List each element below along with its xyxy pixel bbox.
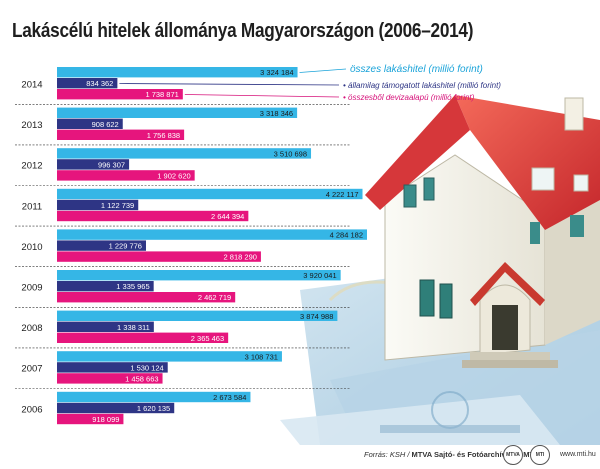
bar-state-2014 — [57, 78, 118, 89]
year-label: 2006 — [21, 404, 42, 415]
year-label: 2013 — [21, 120, 42, 131]
value-label-state-2008: 1 338 311 — [117, 323, 150, 332]
bar-fx-2009 — [57, 292, 236, 303]
bar-state-2011 — [57, 199, 139, 211]
value-label-total-2009: 3 920 041 — [303, 271, 336, 280]
house-on-banknotes-illustration — [280, 95, 600, 445]
year-label: 2012 — [21, 161, 42, 172]
bar-state-2013 — [57, 118, 123, 129]
bar-total-2011 — [57, 188, 363, 200]
bar-total-2008 — [57, 310, 338, 321]
house-roof-front — [365, 95, 470, 210]
value-label-total-2008: 3 874 988 — [300, 312, 333, 321]
value-label-fx-2007: 1 458 663 — [125, 374, 158, 383]
value-label-state-2013: 908 622 — [92, 120, 119, 129]
bar-fx-2007 — [57, 373, 163, 384]
year-label: 2009 — [21, 283, 42, 294]
house-window — [419, 279, 435, 317]
bar-state-2010 — [57, 240, 146, 251]
value-label-total-2014: 3 324 184 — [260, 68, 293, 77]
value-label-fx-2006: 918 099 — [92, 415, 119, 424]
value-label-fx-2012: 1 902 620 — [157, 171, 190, 180]
value-label-total-2013: 3 318 346 — [260, 109, 293, 118]
bar-state-2012 — [57, 159, 130, 170]
value-label-fx-2009: 2 462 719 — [198, 293, 231, 302]
value-label-fx-2014: 1 738 871 — [145, 90, 178, 99]
house-step — [470, 352, 550, 360]
bar-total-2013 — [57, 107, 298, 118]
value-label-total-2011: 4 222 117 — [326, 190, 359, 199]
mtva-logo: MTVA — [503, 445, 523, 465]
value-label-state-2006: 1 620 135 — [137, 404, 170, 413]
value-label-fx-2008: 2 365 463 — [191, 334, 224, 343]
bar-state-2009 — [57, 281, 154, 292]
bar-total-2012 — [57, 148, 312, 159]
year-label: 2007 — [21, 364, 42, 375]
value-label-total-2010: 4 284 182 — [330, 231, 363, 240]
house-window — [531, 167, 555, 191]
value-label-total-2007: 3 108 731 — [245, 352, 278, 361]
source-agency: MTVA Sajtó- és Fotóarchívum / MTI — [411, 450, 537, 459]
value-label-total-2012: 3 510 698 — [274, 149, 307, 158]
bar-total-2007 — [57, 351, 282, 362]
value-label-state-2012: 996 307 — [98, 160, 125, 169]
year-label: 2011 — [22, 201, 42, 212]
bar-fx-2013 — [57, 129, 185, 140]
value-label-state-2007: 1 530 124 — [130, 363, 163, 372]
mti-logo-text: MTI — [535, 452, 545, 458]
bar-fx-2012 — [57, 170, 195, 181]
value-label-state-2009: 1 335 965 — [116, 282, 149, 291]
bar-fx-2008 — [57, 332, 229, 343]
bar-state-2008 — [57, 321, 154, 332]
value-label-state-2014: 834 362 — [86, 79, 113, 88]
house-door — [492, 305, 518, 350]
legend-pointer-state — [119, 83, 340, 86]
legend-label-fx: • összesből devizaalapú (millió forint) — [343, 93, 475, 102]
bar-fx-2006 — [57, 413, 124, 425]
value-label-state-2010: 1 229 776 — [109, 242, 142, 251]
value-label-fx-2013: 1 756 838 — [147, 131, 180, 140]
house-roof — [455, 95, 600, 230]
house-window — [439, 283, 453, 319]
house-window — [423, 177, 435, 201]
year-label: 2008 — [21, 323, 42, 334]
bar-total-2010 — [57, 229, 367, 240]
house-window — [570, 215, 584, 237]
website-link[interactable]: www.mti.hu — [560, 451, 596, 458]
value-label-fx-2011: 2 644 394 — [211, 212, 244, 221]
chart-title: Lakáscélú hitelek állománya Magyarország… — [12, 20, 474, 42]
banknote-strip — [380, 425, 520, 433]
legend-label-total: összes lakáshitel (millió forint) — [350, 64, 483, 75]
bar-state-2006 — [57, 402, 175, 414]
bar-fx-2011 — [57, 210, 249, 222]
house-step — [462, 360, 558, 368]
mtva-logo-text: MTVA — [506, 452, 520, 458]
legend-pointer-fx — [184, 94, 340, 98]
legend-pointer-total — [299, 68, 347, 73]
bar-state-2007 — [57, 362, 168, 373]
bar-fx-2010 — [57, 251, 261, 262]
value-label-fx-2010: 2 818 290 — [224, 253, 257, 262]
value-label-total-2006: 2 673 584 — [213, 393, 246, 402]
bar-total-2014 — [57, 67, 298, 78]
source-credit: Forrás: KSH / MTVA Sajtó- és Fotóarchívu… — [364, 450, 536, 459]
source-label: Forrás: KSH / — [364, 450, 412, 459]
bar-total-2009 — [57, 270, 341, 281]
house-porch-roof — [470, 262, 545, 306]
year-label: 2010 — [21, 242, 42, 253]
value-label-state-2011: 1 122 739 — [101, 201, 134, 210]
house-window — [530, 222, 540, 244]
year-label: 2014 — [21, 80, 42, 91]
house-side-wall — [545, 185, 600, 345]
bar-total-2006 — [57, 391, 251, 403]
house-window — [403, 184, 417, 208]
house-chimney — [564, 97, 584, 131]
house-window — [573, 174, 589, 192]
mti-logo: MTI — [530, 445, 550, 465]
bar-fx-2014 — [57, 89, 183, 100]
legend-label-state: • államilag támogatott lakáshitel (milli… — [343, 81, 501, 90]
